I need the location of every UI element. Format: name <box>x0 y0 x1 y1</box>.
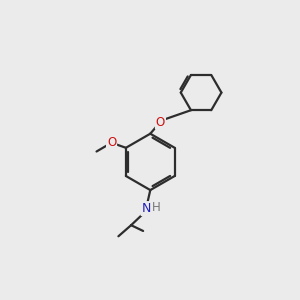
Text: O: O <box>156 116 165 129</box>
Text: H: H <box>152 201 161 214</box>
Text: O: O <box>107 136 116 149</box>
Text: N: N <box>141 202 151 215</box>
